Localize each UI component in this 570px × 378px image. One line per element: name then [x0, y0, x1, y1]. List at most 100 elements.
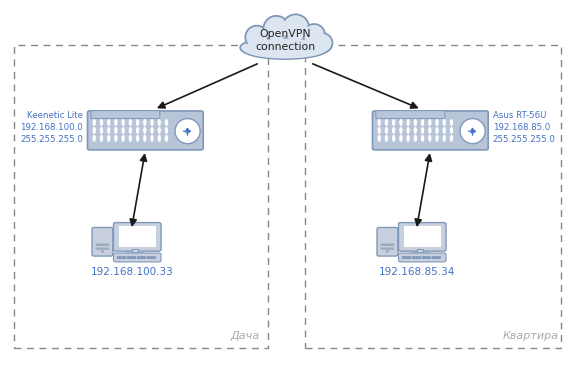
Ellipse shape: [114, 135, 117, 142]
Text: 192.168.85.34: 192.168.85.34: [379, 267, 455, 277]
FancyBboxPatch shape: [381, 248, 394, 250]
Ellipse shape: [450, 119, 453, 126]
Ellipse shape: [114, 127, 117, 134]
Ellipse shape: [107, 135, 111, 142]
Ellipse shape: [428, 127, 431, 134]
Ellipse shape: [428, 119, 431, 126]
Text: 192.168.100.33: 192.168.100.33: [91, 267, 173, 277]
FancyBboxPatch shape: [398, 253, 446, 262]
Ellipse shape: [245, 26, 268, 49]
FancyBboxPatch shape: [422, 256, 431, 259]
Ellipse shape: [136, 135, 139, 142]
Ellipse shape: [243, 39, 327, 59]
FancyBboxPatch shape: [402, 256, 411, 259]
Ellipse shape: [406, 119, 410, 126]
FancyBboxPatch shape: [113, 223, 161, 251]
Ellipse shape: [442, 119, 446, 126]
Ellipse shape: [392, 127, 396, 134]
Ellipse shape: [157, 135, 161, 142]
Ellipse shape: [265, 17, 288, 40]
Ellipse shape: [129, 127, 132, 134]
Ellipse shape: [150, 119, 154, 126]
Text: Asus RT-56U
192.168.85.0
255.255.255.0: Asus RT-56U 192.168.85.0 255.255.255.0: [492, 111, 556, 144]
Ellipse shape: [100, 119, 103, 126]
Ellipse shape: [304, 25, 324, 45]
Ellipse shape: [100, 135, 103, 142]
Ellipse shape: [406, 135, 410, 142]
Ellipse shape: [450, 135, 453, 142]
Bar: [417, 249, 423, 254]
Ellipse shape: [442, 135, 446, 142]
Ellipse shape: [107, 127, 111, 134]
Ellipse shape: [143, 135, 146, 142]
Ellipse shape: [399, 135, 402, 142]
Ellipse shape: [435, 135, 439, 142]
Ellipse shape: [377, 135, 381, 142]
FancyBboxPatch shape: [410, 253, 430, 258]
Ellipse shape: [313, 33, 332, 53]
Ellipse shape: [165, 127, 168, 134]
Ellipse shape: [129, 119, 132, 126]
Bar: [132, 249, 138, 254]
Ellipse shape: [150, 135, 154, 142]
Ellipse shape: [314, 34, 331, 51]
Ellipse shape: [136, 127, 139, 134]
Ellipse shape: [414, 119, 417, 126]
Ellipse shape: [240, 36, 330, 59]
Ellipse shape: [428, 135, 431, 142]
FancyBboxPatch shape: [96, 243, 109, 246]
FancyBboxPatch shape: [137, 256, 146, 259]
Text: OpenVPN
connection: OpenVPN connection: [255, 29, 315, 52]
Ellipse shape: [165, 135, 168, 142]
Ellipse shape: [414, 127, 417, 134]
Ellipse shape: [100, 127, 103, 134]
Ellipse shape: [450, 127, 453, 134]
Text: Дача: Дача: [230, 331, 259, 341]
Ellipse shape: [406, 127, 410, 134]
Ellipse shape: [303, 24, 325, 46]
Ellipse shape: [92, 127, 96, 134]
Ellipse shape: [385, 119, 388, 126]
Ellipse shape: [165, 119, 168, 126]
Ellipse shape: [157, 127, 161, 134]
FancyBboxPatch shape: [431, 256, 441, 259]
FancyBboxPatch shape: [113, 253, 161, 262]
FancyBboxPatch shape: [398, 223, 446, 251]
FancyBboxPatch shape: [146, 256, 156, 259]
Ellipse shape: [386, 250, 389, 253]
Ellipse shape: [385, 135, 388, 142]
FancyBboxPatch shape: [117, 256, 126, 259]
Ellipse shape: [157, 119, 161, 126]
Text: Квартира: Квартира: [503, 331, 559, 341]
Bar: [119, 226, 156, 247]
FancyBboxPatch shape: [376, 111, 445, 119]
Bar: [404, 226, 441, 247]
Ellipse shape: [442, 127, 446, 134]
Ellipse shape: [392, 119, 396, 126]
FancyBboxPatch shape: [125, 253, 145, 258]
Ellipse shape: [421, 119, 424, 126]
Ellipse shape: [121, 119, 125, 126]
Ellipse shape: [421, 127, 424, 134]
Ellipse shape: [101, 250, 104, 253]
Ellipse shape: [435, 119, 439, 126]
FancyBboxPatch shape: [381, 243, 394, 246]
Ellipse shape: [150, 127, 154, 134]
Ellipse shape: [175, 119, 200, 144]
Ellipse shape: [399, 127, 402, 134]
Ellipse shape: [399, 119, 402, 126]
Ellipse shape: [129, 135, 132, 142]
Ellipse shape: [460, 119, 485, 144]
FancyBboxPatch shape: [373, 111, 488, 150]
Ellipse shape: [107, 119, 111, 126]
FancyBboxPatch shape: [127, 256, 136, 259]
FancyBboxPatch shape: [91, 111, 160, 119]
Ellipse shape: [136, 119, 139, 126]
Ellipse shape: [114, 119, 117, 126]
Ellipse shape: [92, 119, 96, 126]
Text: Keenetic Lite
192.168.100.0
255.255.255.0: Keenetic Lite 192.168.100.0 255.255.255.…: [20, 111, 83, 144]
Ellipse shape: [121, 135, 125, 142]
Ellipse shape: [92, 135, 96, 142]
Ellipse shape: [385, 127, 388, 134]
Ellipse shape: [377, 127, 381, 134]
